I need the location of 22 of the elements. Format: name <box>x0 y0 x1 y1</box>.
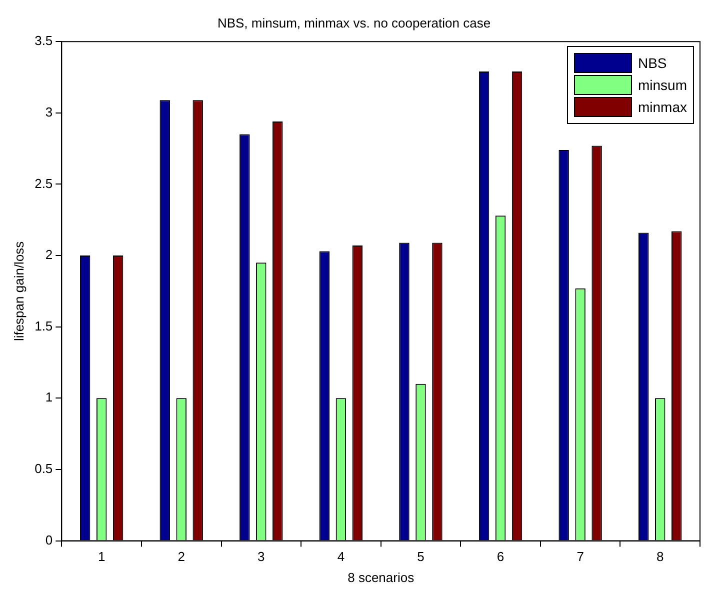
y-tick-label: 3.5 <box>34 33 53 48</box>
y-axis-title: lifespan gain/loss <box>11 240 26 342</box>
x-tick-label: 6 <box>496 549 504 564</box>
y-tick-label: 3 <box>45 104 53 120</box>
x-axis-title: 8 scenarios <box>348 570 415 585</box>
legend-label: NBS <box>638 55 667 71</box>
x-tick-label: 8 <box>656 549 664 564</box>
y-tick-label: 2 <box>45 247 53 262</box>
y-tick-label: 1.5 <box>34 318 53 334</box>
legend-label: minsum <box>638 77 687 93</box>
x-tick-label: 3 <box>258 549 265 564</box>
x-tick-label: 2 <box>178 549 185 564</box>
y-tick-label: 2.5 <box>34 176 53 191</box>
y-tick-label: 1 <box>45 390 53 405</box>
y-tick-label: 0 <box>45 532 53 548</box>
x-tick-label: 5 <box>417 549 424 564</box>
x-tick-label: 7 <box>576 549 584 564</box>
x-tick-label: 1 <box>98 549 106 564</box>
x-tick-label: 4 <box>337 549 345 564</box>
legend-label: minmax <box>638 99 687 115</box>
chart-title: NBS, minsum, minmax vs. no cooperation case <box>217 15 491 30</box>
y-tick-label: 0.5 <box>34 461 53 476</box>
